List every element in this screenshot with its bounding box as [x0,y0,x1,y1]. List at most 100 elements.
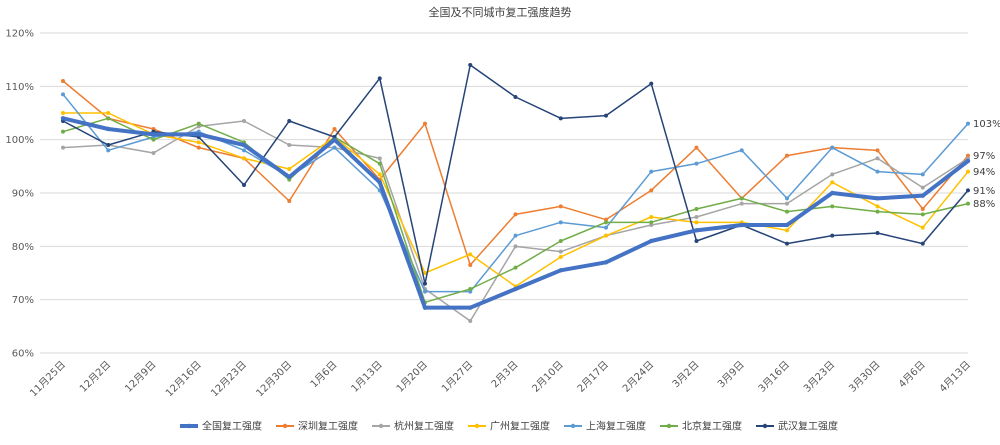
data-point [920,193,925,198]
legend-item-1: 深圳复工强度 [276,420,358,433]
x-tick-label: 2月3日 [489,359,521,391]
data-point [966,121,970,126]
y-axis: 60% 70% 80% 90% 100% 110% 120% [5,29,34,360]
data-point [61,92,65,97]
data-point [875,156,880,161]
data-point [61,129,65,134]
data-point [830,204,835,209]
legend-marker [378,423,384,429]
data-point [151,151,156,155]
data-point [513,244,518,249]
data-point [422,305,428,310]
data-point [649,81,654,86]
legend-marker [570,423,576,429]
data-point [423,271,427,275]
series-group [60,63,971,323]
data-point [558,268,563,273]
x-tick-label: 3月23日 [801,359,837,395]
data-point [920,207,925,211]
x-tick-label: 12月2日 [77,359,113,395]
data-point [604,220,608,225]
data-point [423,121,427,126]
y-tick-label: 110% [5,82,34,93]
data-point [649,215,654,219]
data-point [875,169,880,174]
data-point [513,95,518,99]
x-axis: 11月25日 12月2日 12月9日 12月16日 12月23日 12月30日 1月6日 1月… [27,359,973,400]
data-point [739,148,744,153]
data-point [785,241,789,246]
grid [40,32,968,354]
data-point [875,148,880,153]
data-point [196,132,201,137]
legend-label: 杭州复工强度 [394,420,454,433]
data-point [332,145,337,150]
legend-label: 武汉复工强度 [778,420,838,433]
end-value-label: 103% [973,119,1000,130]
data-point [785,228,789,233]
data-point [558,204,563,209]
data-point [468,305,473,310]
data-point [649,220,654,225]
data-point [61,145,65,150]
data-point [785,196,789,201]
data-point [694,145,699,150]
data-point [558,116,563,121]
data-point [106,126,111,132]
end-value-label: 97% [973,151,995,162]
data-point [920,172,925,177]
x-tick-label: 1月20日 [394,359,430,395]
y-tick-label: 80% [12,242,34,253]
end-value-label: 88% [973,199,995,210]
x-tick-label: 3月9日 [715,359,747,391]
data-point [61,79,65,83]
y-tick-label: 120% [5,29,34,40]
data-point [61,111,65,115]
data-point [785,201,789,206]
chart-title: 全国及不同城市复工强度趋势 [429,5,572,19]
y-tick-label: 60% [12,349,34,360]
data-point [151,137,156,142]
data-point [106,111,111,115]
x-tick-label: 12月9日 [122,359,158,395]
data-point [785,153,789,158]
legend-marker [666,423,672,429]
x-tick-label: 1月6日 [308,359,340,391]
data-point [739,222,744,228]
data-point [875,209,880,214]
data-point [287,119,292,123]
end-value-label: 94% [973,167,995,178]
legend-label: 全国复工强度 [202,420,262,433]
data-point [966,201,970,206]
data-point [468,263,473,267]
series-5 [61,116,970,305]
legend-label: 北京复工强度 [682,420,742,433]
data-point [287,174,292,180]
y-tick-label: 90% [12,189,34,200]
data-point [830,145,835,150]
data-point [694,215,699,219]
data-point [513,265,518,270]
data-point [468,63,473,67]
legend-label: 深圳复工强度 [298,420,358,433]
legend-label: 上海复工强度 [586,420,646,433]
x-tick-label: 3月30日 [846,359,882,395]
x-tick-label: 3月16日 [756,359,792,395]
end-labels: 97% 94% 103% 88% 91% [973,119,1000,210]
data-point [106,148,111,153]
data-point [332,137,337,142]
data-point [377,172,382,177]
series-2 [61,119,970,323]
data-point [377,76,382,81]
data-point [830,180,835,185]
legend-item-6: 武汉复工强度 [756,420,838,433]
data-point [287,143,292,147]
x-tick-label: 2月10日 [530,359,566,395]
x-tick-label: 4月13日 [937,359,973,395]
legend-marker [282,423,288,429]
data-point [649,169,654,174]
x-tick-label: 1月13日 [349,359,385,395]
data-point [423,281,427,286]
data-point [106,116,111,121]
